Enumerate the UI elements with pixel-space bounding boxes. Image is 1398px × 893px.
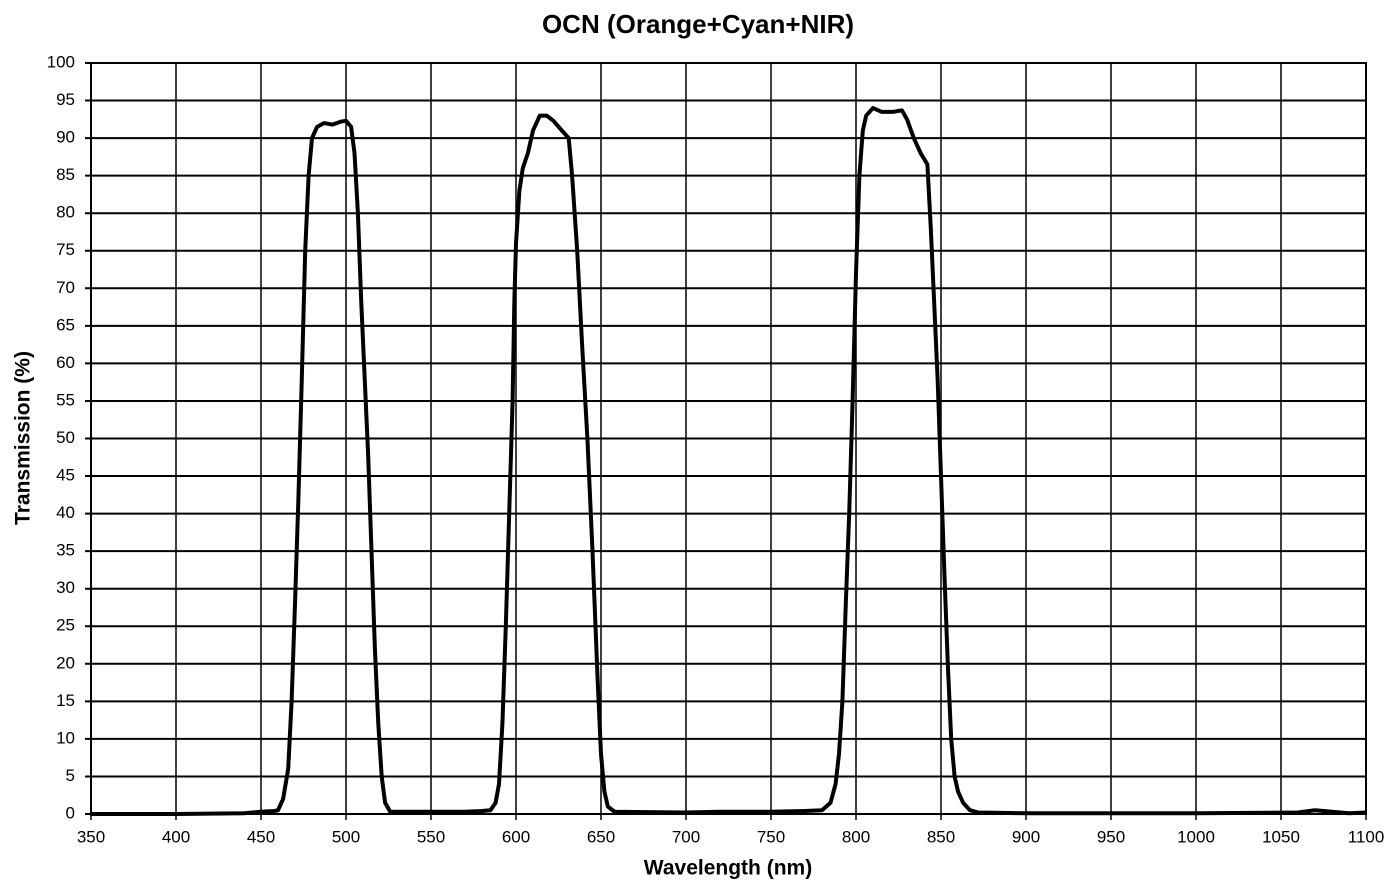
y-tick-label: 75	[56, 240, 75, 259]
x-tick-label: 1100	[1348, 827, 1385, 846]
x-tick-label: 600	[502, 827, 530, 846]
x-tick-label: 400	[162, 827, 190, 846]
x-tick-label: 350	[77, 827, 105, 846]
x-tick-label: 900	[1012, 827, 1040, 846]
x-tick-label: 650	[587, 827, 615, 846]
x-tick-label: 1050	[1262, 827, 1300, 846]
data-line	[91, 106, 1367, 816]
y-tick-label: 20	[56, 653, 75, 672]
y-tick-label: 40	[56, 503, 75, 522]
y-tick-label: 95	[56, 90, 75, 109]
y-tick-label: 25	[56, 616, 75, 635]
x-tick-label: 950	[1097, 827, 1125, 846]
y-tick-label: 90	[56, 128, 75, 147]
y-tick-label: 15	[56, 691, 75, 710]
y-tick-label: 0	[66, 803, 75, 822]
y-tick-label: 5	[66, 766, 75, 785]
x-axis-label: Wavelength (nm)	[644, 857, 812, 880]
y-tick-label: 55	[56, 390, 75, 409]
y-tick-label: 100	[47, 52, 75, 71]
x-tick-label: 1000	[1177, 827, 1215, 846]
x-tick-label: 450	[247, 827, 275, 846]
y-tick-label: 65	[56, 315, 75, 334]
y-tick-label: 10	[56, 728, 75, 747]
x-tick-label: 800	[842, 827, 870, 846]
x-tick-label: 550	[417, 827, 445, 846]
y-tick-label: 35	[56, 541, 75, 560]
y-tick-label: 80	[56, 203, 75, 222]
y-tick-label: 45	[56, 466, 75, 485]
x-tick-label: 750	[757, 827, 785, 846]
chart-title: OCN (Orange+Cyan+NIR)	[542, 9, 854, 39]
y-tick-label: 70	[56, 278, 75, 297]
y-tick-label: 30	[56, 578, 75, 597]
x-tick-label: 700	[672, 827, 700, 846]
y-tick-label: 50	[56, 428, 75, 447]
y-axis-label: Transmission (%)	[12, 351, 35, 525]
x-tick-label: 500	[332, 827, 360, 846]
plot-frame	[90, 62, 1367, 815]
y-tick-label: 60	[56, 353, 75, 372]
x-tick-label: 850	[927, 827, 955, 846]
y-tick-label: 85	[56, 165, 75, 184]
